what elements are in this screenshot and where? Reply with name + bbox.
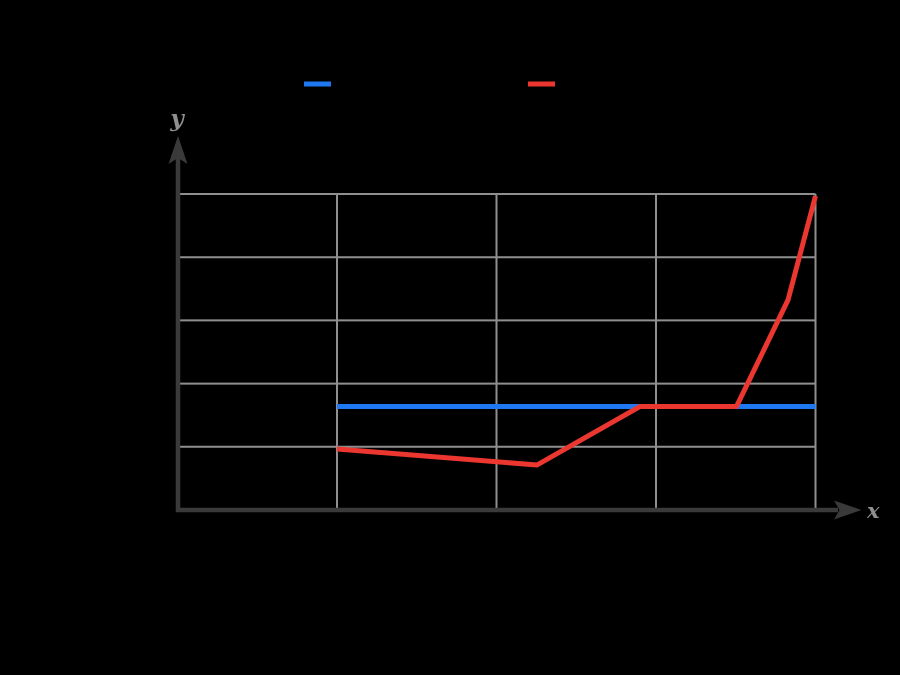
y-axis-label: y	[170, 105, 184, 132]
x-axis-arrow-icon	[834, 500, 862, 520]
y-axis-arrow-icon	[168, 136, 188, 164]
x-axis-label: x	[867, 498, 880, 523]
series-line-red	[336, 195, 818, 468]
